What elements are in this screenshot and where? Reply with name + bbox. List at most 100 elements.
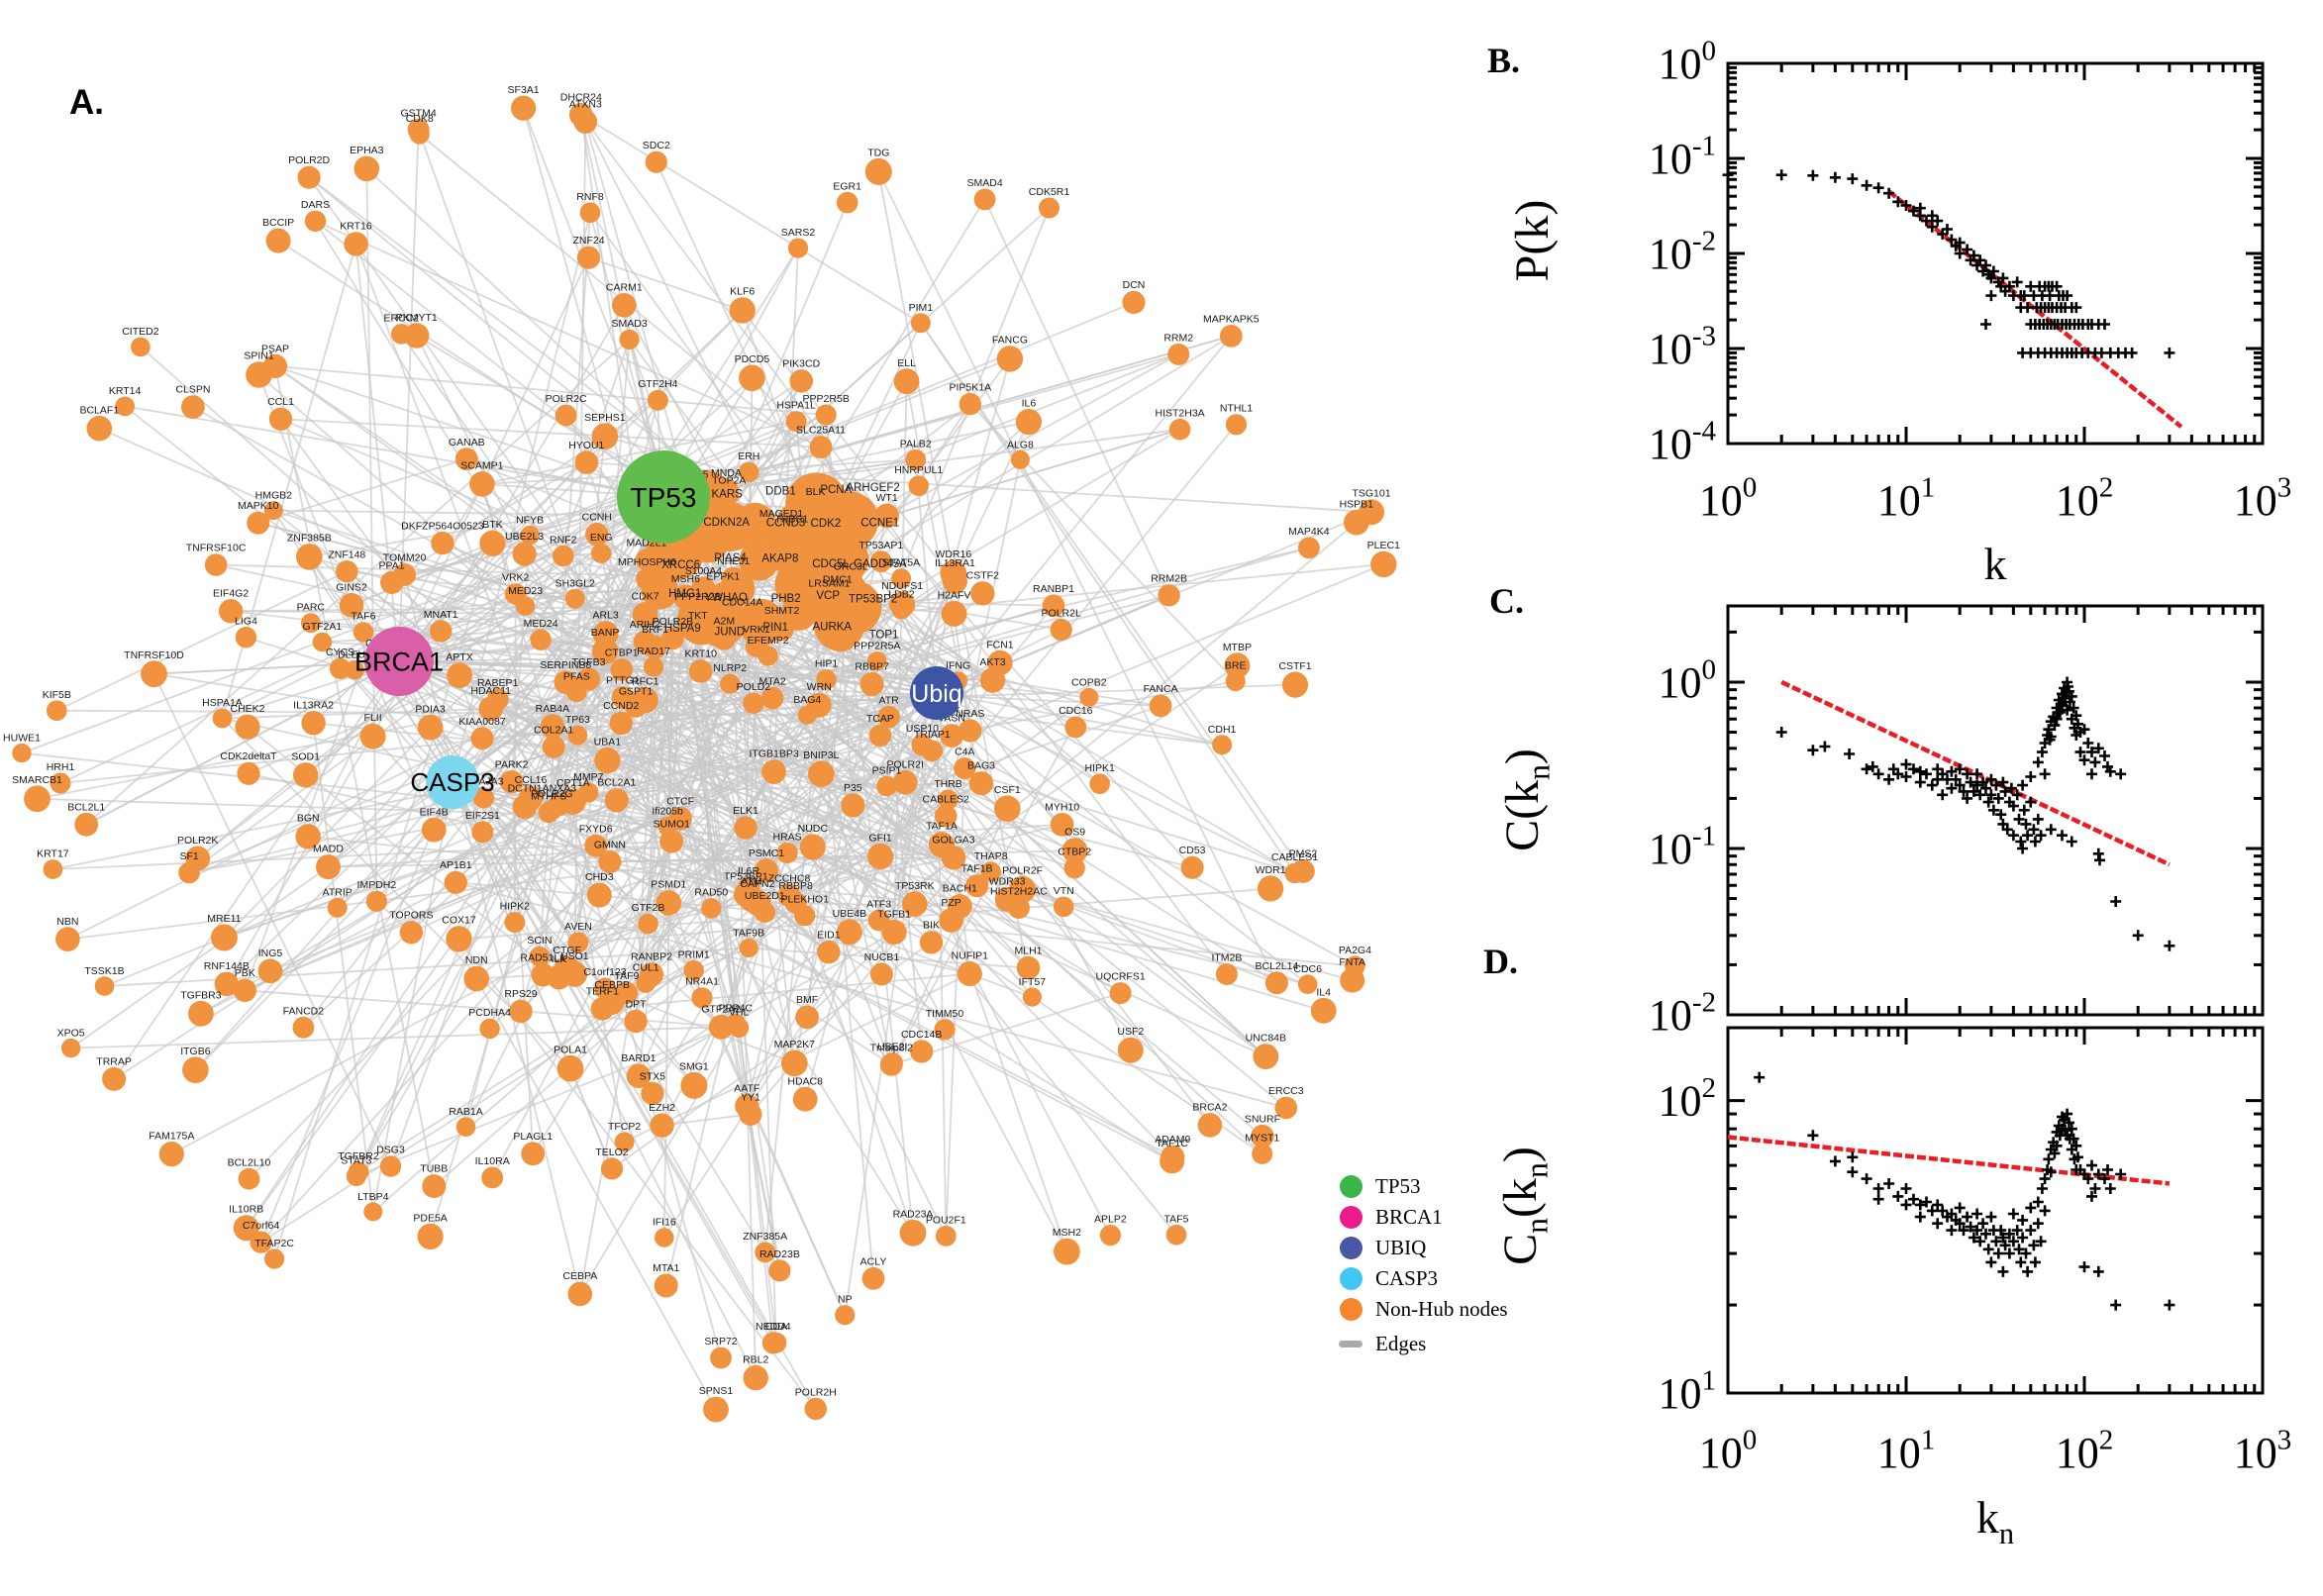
svg-text:PLAGL1: PLAGL1: [513, 1131, 553, 1143]
svg-text:BCLAF1: BCLAF1: [79, 404, 119, 416]
svg-text:AVEN: AVEN: [564, 921, 592, 933]
svg-text:CDK5R1: CDK5R1: [1029, 186, 1070, 198]
svg-text:CCND2: CCND2: [603, 700, 639, 712]
legend-item-ubiq: UBIQ: [1338, 1233, 1508, 1263]
x-tick-label: 102: [2056, 472, 2114, 525]
svg-text:TDG: TDG: [867, 147, 889, 158]
svg-text:STAT3: STAT3: [341, 1155, 371, 1167]
svg-text:S100A4: S100A4: [685, 565, 723, 577]
y-axis-label: P(k): [1506, 200, 1559, 282]
svg-text:PPP4C: PPP4C: [719, 1002, 754, 1014]
svg-text:TIMM50: TIMM50: [926, 1008, 964, 1020]
svg-text:FANCD2: FANCD2: [283, 1005, 325, 1017]
svg-text:PSMC1: PSMC1: [749, 848, 784, 859]
y-tick-label: 100: [1658, 653, 1716, 706]
svg-text:HRAS: HRAS: [773, 831, 802, 843]
svg-text:P35: P35: [844, 782, 862, 794]
svg-text:TNFRSF10D: TNFRSF10D: [124, 649, 184, 661]
svg-text:NHEJ1: NHEJ1: [717, 555, 750, 567]
network-node-labels: POLR2I POLR2G POLR2F POLR2C POLR2B POLR2D POLR…: [3, 84, 1400, 1398]
svg-text:CDC6: CDC6: [1293, 963, 1322, 975]
svg-text:VCP: VCP: [816, 590, 840, 602]
svg-text:ILK: ILK: [552, 953, 567, 965]
svg-text:IMPDH2: IMPDH2: [357, 879, 397, 891]
svg-text:TGFB3: TGFB3: [572, 656, 606, 668]
svg-text:COX17: COX17: [442, 915, 476, 927]
svg-text:MTBP: MTBP: [1223, 642, 1252, 653]
svg-text:NR4A1: NR4A1: [685, 976, 719, 988]
network-legend: TP53 BRCA1 UBIQ CASP3 Non-Hub nodes Edge…: [1338, 1171, 1508, 1355]
svg-text:TGFBR2: TGFBR2: [338, 1150, 379, 1162]
panel-d-label: D.: [1483, 942, 1518, 981]
svg-text:TOP1: TOP1: [869, 630, 899, 642]
svg-text:ATRIP: ATRIP: [323, 886, 353, 898]
svg-text:MSH6: MSH6: [671, 573, 700, 585]
svg-text:DDB1: DDB1: [765, 486, 796, 498]
svg-text:PPP2R5A: PPP2R5A: [854, 641, 900, 652]
svg-text:GOLGA3: GOLGA3: [932, 835, 974, 847]
svg-text:CAPN2: CAPN2: [740, 878, 774, 890]
svg-text:MED23: MED23: [508, 585, 543, 597]
svg-text:AKT3: AKT3: [979, 656, 1005, 668]
x-tick-label: 101: [1877, 472, 1936, 525]
svg-text:PIAS4: PIAS4: [714, 552, 747, 564]
svg-text:THAP8: THAP8: [974, 850, 1008, 862]
svg-text:SMAD3: SMAD3: [612, 318, 648, 330]
svg-text:C1orf123: C1orf123: [583, 966, 626, 978]
casp3-dot-icon: [1339, 1267, 1363, 1290]
svg-text:WDR1: WDR1: [1256, 864, 1286, 876]
svg-text:NEDD4: NEDD4: [756, 1321, 791, 1333]
svg-text:Tnfaip8l2: Tnfaip8l2: [870, 1043, 913, 1054]
x-tick-label: 103: [2234, 1425, 2292, 1477]
svg-text:SOD1: SOD1: [291, 751, 320, 763]
legend-label: CASP3: [1375, 1266, 1439, 1290]
axis-ticks: [1726, 61, 2265, 446]
x-tick-label: 103: [2234, 472, 2292, 525]
svg-text:BLK: BLK: [806, 486, 826, 498]
svg-text:ARHGEF2: ARHGEF2: [846, 482, 899, 494]
svg-text:BCL2L1: BCL2L1: [67, 801, 105, 813]
svg-text:POLR2I: POLR2I: [887, 759, 924, 771]
axis-ticks: [1726, 1028, 2265, 1395]
svg-text:PSAP: PSAP: [261, 343, 289, 354]
svg-text:PARK2: PARK2: [495, 759, 529, 771]
svg-text:HDAC11: HDAC11: [470, 685, 511, 697]
svg-text:CDC14B: CDC14B: [901, 1029, 942, 1041]
svg-text:NUFIP1: NUFIP1: [952, 949, 989, 961]
svg-text:PFAS: PFAS: [563, 670, 590, 682]
svg-text:PHB2: PHB2: [771, 593, 801, 605]
svg-text:LRSAM1: LRSAM1: [808, 577, 850, 589]
svg-text:TAF9: TAF9: [614, 970, 639, 982]
svg-text:GTF2A2: GTF2A2: [701, 1003, 741, 1015]
svg-text:LIG4: LIG4: [235, 616, 257, 628]
svg-text:KLF6: KLF6: [730, 286, 755, 298]
svg-text:RAD23B: RAD23B: [759, 1248, 800, 1260]
svg-text:WT1: WT1: [876, 492, 898, 504]
legend-label: TP53: [1375, 1174, 1421, 1198]
svg-text:UNC84B: UNC84B: [1246, 1033, 1286, 1045]
svg-text:TCAP: TCAP: [866, 713, 894, 725]
svg-text:MPHOSPH6: MPHOSPH6: [618, 556, 676, 568]
svg-text:GANAB: GANAB: [449, 437, 485, 449]
svg-text:HIST2H3A: HIST2H3A: [1156, 407, 1205, 419]
svg-text:POLR2F: POLR2F: [1002, 864, 1043, 876]
svg-text:MAP4K4: MAP4K4: [1288, 526, 1330, 538]
svg-text:ARL3: ARL3: [592, 610, 618, 622]
svg-text:CD53: CD53: [1179, 845, 1206, 856]
svg-text:NTHL1: NTHL1: [1220, 403, 1253, 415]
svg-text:PCNA: PCNA: [820, 484, 852, 496]
svg-text:ATM: ATM: [741, 875, 761, 887]
svg-text:GADD45A: GADD45A: [854, 558, 907, 570]
svg-text:MTA1: MTA1: [653, 1262, 679, 1274]
svg-text:MNDA: MNDA: [711, 467, 742, 479]
svg-text:TSSK1B: TSSK1B: [84, 965, 124, 977]
svg-text:SRP72: SRP72: [704, 1336, 737, 1347]
svg-text:CDK8: CDK8: [406, 113, 434, 125]
svg-text:PARC: PARC: [297, 602, 326, 614]
svg-text:TP53RK: TP53RK: [895, 880, 935, 892]
svg-text:TELO2: TELO2: [595, 1147, 628, 1158]
svg-text:PLEC1: PLEC1: [1367, 540, 1400, 551]
svg-text:FANCG: FANCG: [992, 335, 1028, 347]
svg-text:TAF1C: TAF1C: [1156, 1138, 1188, 1149]
svg-text:RANBP2: RANBP2: [631, 951, 672, 963]
